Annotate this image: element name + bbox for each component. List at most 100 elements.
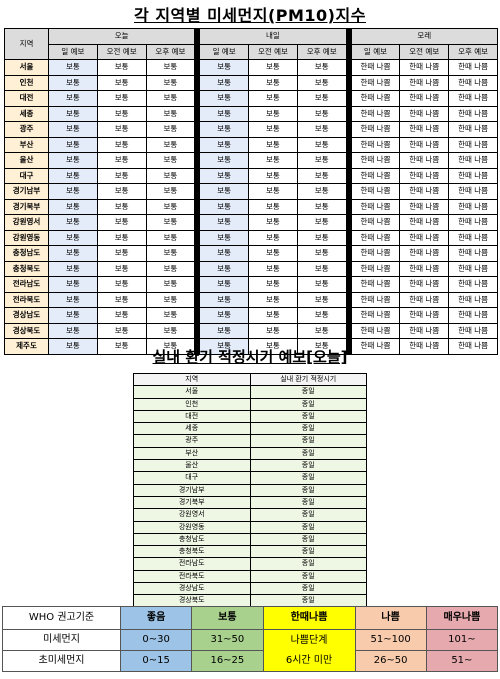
- table-row: 강원영동 종일: [133, 520, 367, 534]
- forecast-cell: 보통: [48, 136, 98, 153]
- forecast-cell: 보통: [48, 198, 98, 215]
- forecast-cell: 보통: [296, 214, 347, 231]
- forecast-cell: 보통: [199, 167, 250, 184]
- pm25-good: 0~15: [119, 650, 193, 672]
- forecast-cell: 보통: [248, 183, 298, 200]
- forecast-cell: 한때 나쁨: [399, 276, 450, 293]
- forecast-cell: 보통: [296, 167, 347, 184]
- vent-time-cell: 종일: [249, 397, 367, 411]
- forecast-cell: 보통: [199, 136, 250, 153]
- forecast-cell: 보통: [248, 260, 298, 277]
- forecast-cell: 한때 나쁨: [448, 152, 498, 169]
- forecast-cell: 한때 나쁨: [399, 214, 450, 231]
- vent-region-cell: 대구: [133, 471, 251, 485]
- forecast-cell: 보통: [296, 245, 347, 262]
- vent-time-cell: 종일: [249, 483, 367, 497]
- column-divider: [346, 28, 352, 44]
- pm25-bad: 26~50: [354, 650, 427, 672]
- table-row: 인천 종일: [133, 397, 367, 411]
- column-divider: [194, 261, 200, 277]
- forecast-cell: 보통: [296, 322, 347, 339]
- vent-time-cell: 종일: [249, 508, 367, 522]
- forecast-cell: 보통: [145, 105, 196, 122]
- vent-time-cell: 종일: [249, 532, 367, 547]
- forecast-subheader: 오전 예보: [96, 43, 147, 60]
- forecast-cell: 보통: [48, 105, 98, 122]
- forecast-cell: 보통: [96, 229, 147, 246]
- forecast-cell: 보통: [296, 59, 347, 76]
- vent-time-cell: 종일: [249, 495, 367, 510]
- forecast-cell: 보통: [145, 291, 196, 308]
- vent-region-cell: 광주: [133, 434, 251, 448]
- forecast-cell: 보통: [199, 198, 250, 215]
- forecast-cell: 보통: [248, 307, 298, 324]
- forecast-cell: 보통: [96, 74, 147, 91]
- forecast-cell: 보통: [248, 167, 298, 184]
- forecast-cell: 보통: [248, 276, 298, 293]
- forecast-cell: 보통: [48, 74, 98, 91]
- region-cell: 대전: [4, 90, 49, 107]
- vent-region-cell: 울산: [133, 459, 251, 473]
- forecast-cell: 보통: [48, 152, 98, 169]
- forecast-cell: 보통: [248, 152, 298, 169]
- forecast-cell: 한때 나쁨: [448, 245, 498, 262]
- region-cell: 부산: [4, 136, 49, 153]
- forecast-cell: 보통: [48, 260, 98, 277]
- vent-region-cell: 경상남도: [133, 582, 251, 596]
- column-divider: [346, 152, 352, 168]
- who-standard-table: WHO 권고기준 좋음 보통 한때나쁨 나쁨 매우나쁨 미세먼지 0~30 31…: [2, 606, 499, 672]
- table-row: 서울 보통 보통 보통 보통 보통 보통 한때 나쁨 한때 나쁨 한때 나쁨: [4, 59, 498, 76]
- forecast-cell: 보통: [96, 198, 147, 215]
- column-divider: [346, 338, 352, 354]
- table-row: 세종 종일: [133, 422, 367, 436]
- vent-region-cell: 충청북도: [133, 545, 251, 559]
- forecast-cell: 한때 나쁨: [399, 245, 450, 262]
- vent-region-cell: 부산: [133, 446, 251, 461]
- forecast-cell: 보통: [48, 291, 98, 308]
- vent-region-cell: 서울: [133, 385, 251, 399]
- pm25-very-bad: 51~: [425, 650, 499, 672]
- vent-time-cell: 종일: [249, 569, 367, 584]
- vent-time-cell: 종일: [249, 545, 367, 559]
- forecast-cell: 보통: [145, 214, 196, 231]
- vent-time-cell: 종일: [249, 409, 367, 424]
- table-row: 울산 종일: [133, 459, 367, 473]
- forecast-cell: 보통: [145, 338, 196, 355]
- table-row: 경상남도 종일: [133, 582, 367, 596]
- forecast-subheader: 오전 예보: [248, 43, 298, 60]
- forecast-cell: 보통: [199, 214, 250, 231]
- column-divider: [194, 59, 200, 75]
- forecast-cell: 보통: [296, 74, 347, 91]
- forecast-cell: 보통: [199, 74, 250, 91]
- forecast-cell: 보통: [199, 90, 250, 107]
- forecast-cell: 보통: [96, 152, 147, 169]
- vent-region-cell: 대전: [133, 409, 251, 424]
- region-cell: 인천: [4, 74, 49, 91]
- forecast-cell: 보통: [248, 121, 298, 138]
- table-row: 대전 종일: [133, 409, 367, 424]
- column-divider: [346, 245, 352, 261]
- forecast-cell: 한때 나쁨: [399, 74, 450, 91]
- forecast-cell: 보통: [96, 183, 147, 200]
- vent-region-cell: 강원영동: [133, 520, 251, 534]
- vent-region-cell: 충청남도: [133, 532, 251, 547]
- column-divider: [346, 90, 352, 106]
- table-row: 경기북부 종일: [133, 495, 367, 510]
- forecast-cell: 보통: [48, 276, 98, 293]
- table-row: 대구 종일: [133, 471, 367, 485]
- forecast-cell: 보통: [96, 260, 147, 277]
- ventilation-title: 실내 환기 적정시기 예보[오늘]: [152, 348, 348, 366]
- vent-time-cell: 종일: [249, 520, 367, 534]
- forecast-cell: 보통: [199, 338, 250, 355]
- vent-time-cell: 종일: [249, 422, 367, 436]
- forecast-cell: 한때 나쁨: [448, 90, 498, 107]
- forecast-cell: 한때 나쁨: [399, 105, 450, 122]
- table-row: 서울 종일: [133, 385, 367, 399]
- day-group-header: 모레: [350, 28, 499, 45]
- region-cell: 대구: [4, 167, 49, 184]
- forecast-cell: 보통: [248, 74, 298, 91]
- forecast-cell: 한때 나쁨: [399, 229, 450, 246]
- forecast-cell: 보통: [48, 167, 98, 184]
- table-row: 부산 보통 보통 보통 보통 보통 보통 한때 나쁨 한때 나쁨 한때 나쁨: [4, 136, 498, 153]
- column-divider: [194, 230, 200, 246]
